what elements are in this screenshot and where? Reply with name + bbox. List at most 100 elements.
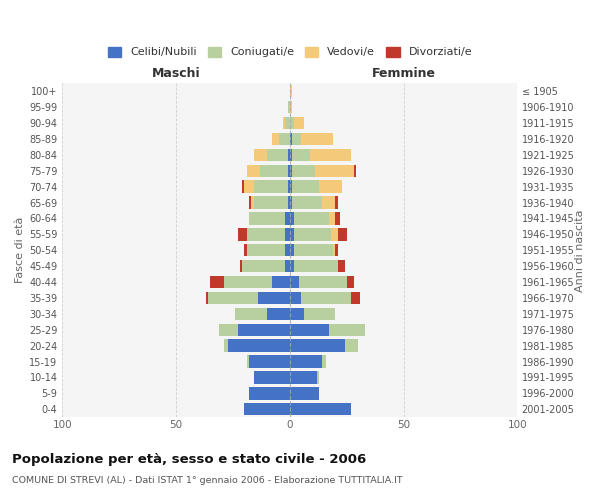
Bar [335, 196, 338, 209]
Bar [290, 196, 292, 209]
Bar [290, 244, 295, 256]
Bar [290, 212, 295, 224]
Bar [238, 228, 247, 240]
Bar [249, 387, 290, 400]
Bar [254, 196, 287, 209]
Y-axis label: Fasce di età: Fasce di età [15, 217, 25, 284]
Bar [295, 228, 331, 240]
Bar [335, 244, 338, 256]
Text: Popolazione per età, sesso e stato civile - 2006: Popolazione per età, sesso e stato civil… [12, 452, 366, 466]
Bar [290, 133, 292, 145]
Bar [287, 101, 290, 114]
Bar [267, 308, 290, 320]
Bar [315, 164, 353, 177]
Bar [244, 180, 254, 193]
Bar [244, 244, 247, 256]
Bar [290, 372, 317, 384]
Bar [272, 133, 278, 145]
Bar [287, 196, 290, 209]
Bar [290, 403, 352, 415]
Bar [247, 228, 286, 240]
Bar [258, 292, 290, 304]
Bar [290, 228, 295, 240]
Bar [295, 117, 304, 130]
Bar [292, 148, 310, 161]
Bar [338, 260, 344, 272]
Bar [290, 276, 299, 288]
Bar [290, 340, 344, 352]
Bar [304, 308, 335, 320]
Bar [287, 180, 290, 193]
Bar [310, 148, 352, 161]
Bar [292, 164, 315, 177]
Bar [295, 260, 338, 272]
Bar [286, 117, 290, 130]
Bar [229, 340, 290, 352]
Bar [292, 196, 322, 209]
Bar [295, 244, 333, 256]
Bar [224, 276, 272, 288]
Bar [220, 324, 238, 336]
Bar [290, 324, 329, 336]
Bar [287, 148, 290, 161]
Bar [352, 292, 361, 304]
Bar [347, 276, 353, 288]
Bar [254, 372, 290, 384]
Bar [290, 101, 292, 114]
Bar [247, 356, 249, 368]
Bar [249, 356, 290, 368]
Bar [344, 340, 358, 352]
Bar [238, 324, 290, 336]
Bar [335, 212, 340, 224]
Bar [286, 260, 290, 272]
Bar [329, 324, 365, 336]
Bar [333, 244, 335, 256]
Bar [249, 212, 286, 224]
Bar [247, 244, 286, 256]
Bar [292, 180, 319, 193]
Bar [292, 133, 301, 145]
Bar [272, 276, 290, 288]
Bar [287, 164, 290, 177]
Bar [290, 85, 292, 98]
Bar [242, 180, 244, 193]
Text: Femmine: Femmine [371, 67, 436, 80]
Bar [283, 117, 286, 130]
Bar [286, 212, 290, 224]
Bar [267, 148, 287, 161]
Bar [290, 356, 322, 368]
Bar [290, 308, 304, 320]
Bar [286, 244, 290, 256]
Y-axis label: Anni di nascita: Anni di nascita [575, 209, 585, 292]
Bar [278, 133, 290, 145]
Bar [254, 180, 287, 193]
Bar [206, 292, 208, 304]
Bar [240, 260, 242, 272]
Bar [244, 403, 290, 415]
Bar [338, 228, 347, 240]
Bar [290, 387, 319, 400]
Bar [208, 292, 258, 304]
Bar [249, 196, 251, 209]
Bar [242, 260, 286, 272]
Bar [290, 180, 292, 193]
Text: COMUNE DI STREVI (AL) - Dati ISTAT 1° gennaio 2006 - Elaborazione TUTTITALIA.IT: COMUNE DI STREVI (AL) - Dati ISTAT 1° ge… [12, 476, 403, 485]
Bar [286, 228, 290, 240]
Bar [290, 292, 301, 304]
Bar [299, 276, 347, 288]
Bar [353, 164, 356, 177]
Bar [290, 164, 292, 177]
Bar [224, 340, 229, 352]
Bar [301, 133, 333, 145]
Bar [329, 212, 335, 224]
Text: Maschi: Maschi [152, 67, 200, 80]
Bar [247, 164, 260, 177]
Bar [322, 356, 326, 368]
Bar [295, 212, 329, 224]
Bar [254, 148, 267, 161]
Bar [331, 228, 338, 240]
Bar [301, 292, 352, 304]
Bar [290, 260, 295, 272]
Bar [322, 196, 335, 209]
Bar [290, 148, 292, 161]
